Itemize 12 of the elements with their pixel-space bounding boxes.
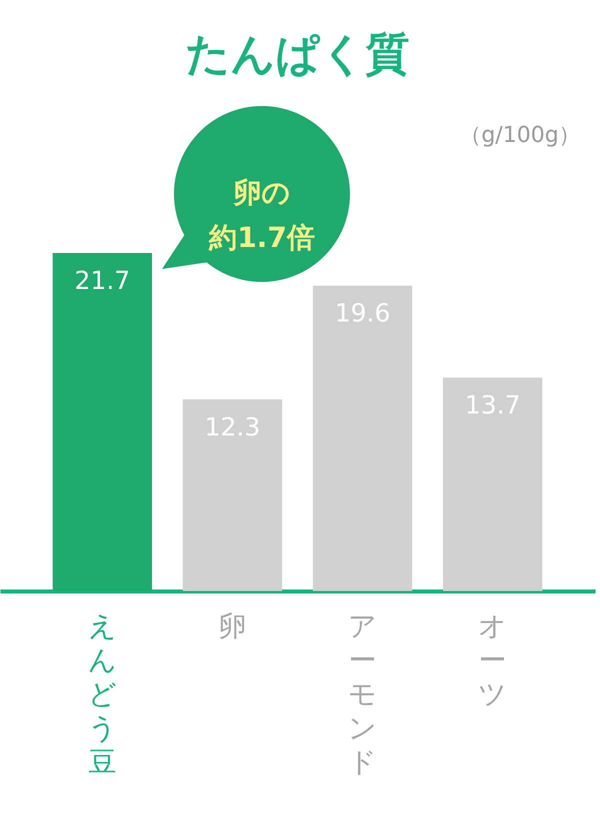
bar xyxy=(442,378,542,591)
data-label: 21.7 xyxy=(74,266,130,295)
x-tick-label: オーツ xyxy=(478,610,508,710)
annotation: 卵の約1.7倍 xyxy=(208,176,315,254)
bar xyxy=(52,253,152,591)
x-tick-label: 卵 xyxy=(218,610,246,642)
bar xyxy=(182,399,282,591)
text: （g/100g） xyxy=(459,123,581,148)
x-tick-label: アーモンド xyxy=(348,610,378,778)
bar xyxy=(312,286,412,591)
chart-title: たんぱく質 xyxy=(186,29,410,80)
x-tick-label: えんどう豆 xyxy=(88,610,117,778)
